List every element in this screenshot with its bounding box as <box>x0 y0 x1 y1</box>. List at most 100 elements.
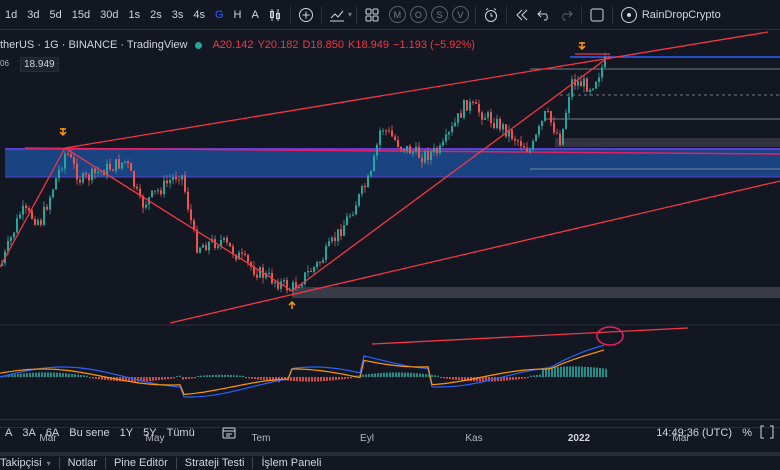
tab-divider <box>175 457 177 469</box>
candle-body <box>526 147 528 152</box>
candle-body <box>118 159 120 169</box>
macd-histogram-bar <box>569 366 571 377</box>
timeframe-a-button[interactable]: A <box>251 8 259 21</box>
redo-icon[interactable] <box>555 4 577 26</box>
undo-icon[interactable] <box>533 4 555 26</box>
toolbar-divider <box>320 5 322 24</box>
chart-pane[interactable]: therUS · 1G · BINANCE · TradingView A20.… <box>0 31 780 444</box>
candle-body <box>229 242 231 247</box>
timeframe-g-button[interactable]: G <box>214 8 224 21</box>
macd-histogram-bar <box>290 377 292 381</box>
candle-body <box>565 112 567 129</box>
tab-stock-screener[interactable]: Takipçisi ▾ <box>0 457 51 469</box>
candle-body <box>427 151 429 160</box>
circle-m-button[interactable]: M <box>388 6 406 23</box>
macd-histogram-bar <box>398 372 400 377</box>
macd-histogram-bar <box>53 372 55 377</box>
circle-s-button[interactable]: S <box>430 6 448 23</box>
macd-histogram-bar <box>77 374 79 377</box>
range-a-button[interactable]: A <box>5 427 13 439</box>
price-chart[interactable] <box>0 31 780 416</box>
macd-histogram-bar <box>557 366 559 377</box>
timeframe-1s-button[interactable]: 1s <box>128 8 141 21</box>
chevron-down-icon[interactable]: ▾ <box>46 458 51 468</box>
candle-body <box>418 146 420 158</box>
user-menu[interactable]: RainDropCrypto <box>620 6 721 23</box>
candle-body <box>346 216 348 226</box>
tab-label: Strateji Testi <box>184 457 245 469</box>
macd-histogram-bar <box>593 367 595 377</box>
tab-strategy-tester[interactable]: Strateji Testi <box>185 457 245 469</box>
timeframe-30d-button[interactable]: 30d <box>100 8 119 21</box>
timeframe-1d-button[interactable]: 1d <box>5 8 18 21</box>
timeframe-2s-button[interactable]: 2s <box>150 8 162 21</box>
macd-histogram-bar <box>119 377 121 382</box>
candlestick-icon[interactable] <box>264 4 286 26</box>
candle-body <box>328 241 330 247</box>
circle-v-button[interactable]: V <box>451 6 469 23</box>
tab-notes[interactable]: Notlar <box>68 457 97 469</box>
range-1y-button[interactable]: 1Y <box>119 427 134 439</box>
replay-icon[interactable] <box>511 4 533 26</box>
percent-scale-toggle[interactable]: % <box>742 427 752 439</box>
circle-o-button[interactable]: O <box>409 6 427 23</box>
utc-clock[interactable]: 14:49:36 (UTC) <box>656 427 732 439</box>
fullscreen-square-icon[interactable] <box>586 4 608 26</box>
goto-date-icon[interactable] <box>218 422 240 444</box>
candle-body <box>151 190 153 198</box>
candle-body <box>475 102 477 104</box>
macd-histogram-bar <box>374 373 376 377</box>
candle-body <box>109 163 111 170</box>
auto-scale-bracket-icon[interactable] <box>760 425 774 442</box>
symbol-title[interactable]: therUS · 1G · BINANCE · TradingView <box>0 39 188 51</box>
candle-body <box>136 186 138 189</box>
macd-histogram-bar <box>95 377 97 379</box>
macd-histogram-bar <box>122 377 124 382</box>
candle-body <box>442 141 444 146</box>
range-3a-button[interactable]: 3A <box>22 427 36 439</box>
timeframe-15d-button[interactable]: 15d <box>71 8 91 21</box>
macd-histogram-bar <box>62 373 64 377</box>
macd-histogram-bar <box>296 377 298 382</box>
candle-body <box>268 272 270 274</box>
range-5y-button[interactable]: 5Y <box>143 427 157 439</box>
timeframe-h-button[interactable]: H <box>233 8 242 21</box>
candle-body <box>562 128 564 145</box>
legend-open: A20.142 <box>212 39 254 51</box>
layout-grid-icon[interactable] <box>361 4 383 26</box>
macd-histogram-bar <box>551 367 553 377</box>
macd-histogram-bar <box>320 377 322 382</box>
candle-body <box>337 229 339 241</box>
candle-body <box>115 159 117 171</box>
range-bu-sene-button[interactable]: Bu sene <box>69 427 110 439</box>
timeframe-3d-button[interactable]: 3d <box>27 8 40 21</box>
current-price-tag: 18.949 <box>20 57 59 72</box>
range-tümü-button[interactable]: Tümü <box>166 427 195 439</box>
alert-clock-icon[interactable] <box>480 4 502 26</box>
timeframe-3s-button[interactable]: 3s <box>171 8 184 21</box>
candle-body <box>7 240 9 252</box>
range-6a-button[interactable]: 6A <box>45 427 60 439</box>
macd-histogram-bar <box>128 377 130 382</box>
time-axis[interactable]: Mar May Tem Eyl Kas 2022 Mar <box>0 427 780 449</box>
indicators-icon[interactable] <box>326 4 348 26</box>
tab-trading-panel[interactable]: İşlem Paneli <box>261 457 321 469</box>
chevron-down-icon[interactable]: ▾ <box>347 10 352 19</box>
tab-pine-editor[interactable]: Pine Editör <box>114 457 168 469</box>
macd-histogram-bar <box>404 372 406 377</box>
macd-histogram-bar <box>179 375 181 377</box>
trendline <box>0 147 66 268</box>
macd-histogram-bar <box>14 374 16 377</box>
add-indicator-icon[interactable] <box>295 4 317 26</box>
candle-body <box>28 208 30 211</box>
timeframe-5d-button[interactable]: 5d <box>49 8 62 21</box>
timeframe-4s-button[interactable]: 4s <box>193 8 205 21</box>
macd-histogram-bar <box>32 372 34 377</box>
candle-body <box>577 81 579 86</box>
macd-histogram-bar <box>17 373 19 377</box>
macd-histogram-bar <box>155 377 157 381</box>
macd-histogram-bar <box>365 374 367 377</box>
macd-histogram-bar <box>23 373 25 377</box>
candle-body <box>484 117 486 120</box>
candle-body <box>121 162 123 169</box>
